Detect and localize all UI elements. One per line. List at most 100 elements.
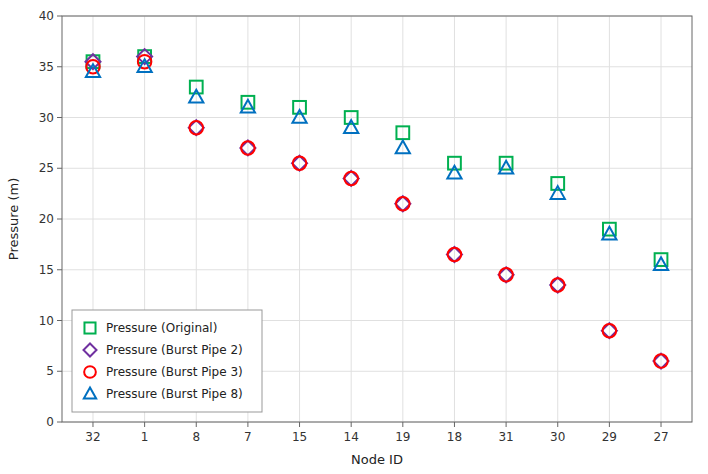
y-tick-label: 35 bbox=[39, 60, 54, 74]
y-tick-label: 10 bbox=[39, 314, 54, 328]
point bbox=[241, 141, 255, 155]
y-tick-label: 5 bbox=[46, 364, 54, 378]
x-tick-label: 18 bbox=[447, 430, 462, 444]
x-tick-label: 29 bbox=[602, 430, 617, 444]
series bbox=[86, 59, 668, 270]
x-tick-label: 27 bbox=[653, 430, 668, 444]
point bbox=[602, 323, 617, 338]
point bbox=[241, 100, 255, 113]
legend-marker bbox=[84, 388, 96, 399]
x-tick bbox=[661, 422, 662, 427]
point bbox=[137, 59, 151, 72]
y-grid-line bbox=[62, 117, 692, 118]
series bbox=[85, 49, 668, 369]
x-grid-line bbox=[557, 16, 558, 422]
point bbox=[396, 126, 409, 139]
x-grid-line bbox=[506, 16, 507, 422]
point bbox=[190, 121, 204, 134]
legend-label: Pressure (Burst Pipe 2) bbox=[106, 343, 243, 357]
x-grid-line bbox=[351, 16, 352, 422]
point bbox=[551, 186, 565, 199]
x-tick bbox=[609, 422, 610, 427]
series bbox=[87, 50, 668, 266]
x-tick-label: 19 bbox=[395, 430, 410, 444]
legend-label: Pressure (Burst Pipe 3) bbox=[106, 365, 243, 379]
legend-label: Pressure (Original) bbox=[106, 321, 217, 335]
point bbox=[344, 171, 359, 186]
point bbox=[654, 257, 668, 270]
y-tick bbox=[57, 117, 62, 118]
x-tick-label: 15 bbox=[292, 430, 307, 444]
point bbox=[603, 324, 617, 338]
x-axis-label: Node ID bbox=[351, 452, 403, 467]
y-axis: 0 5 10 15 20 25 30 35 40 bbox=[39, 9, 62, 429]
point bbox=[654, 354, 668, 368]
series bbox=[86, 55, 668, 368]
y-grid-line bbox=[62, 269, 692, 270]
y-tick bbox=[57, 219, 62, 220]
x-grid-line bbox=[609, 16, 610, 422]
point bbox=[395, 196, 410, 211]
legend-marker bbox=[84, 366, 96, 378]
point bbox=[293, 156, 307, 170]
y-tick-label: 30 bbox=[39, 111, 54, 125]
legend-label: Pressure (Burst Pipe 8) bbox=[106, 387, 243, 401]
plot-frame bbox=[62, 16, 692, 422]
y-grid-line bbox=[62, 66, 692, 67]
y-tick bbox=[57, 16, 62, 17]
x-tick-label: 14 bbox=[344, 430, 359, 444]
x-grid-line bbox=[661, 16, 662, 422]
y-tick bbox=[57, 422, 62, 423]
x-grid-line bbox=[402, 16, 403, 422]
y-tick bbox=[57, 66, 62, 67]
x-tick-label: 1 bbox=[141, 430, 149, 444]
point bbox=[551, 278, 565, 292]
point bbox=[189, 120, 204, 135]
point bbox=[86, 64, 100, 77]
point bbox=[396, 197, 410, 211]
y-tick-label: 25 bbox=[39, 161, 54, 175]
x-tick bbox=[144, 422, 145, 427]
y-grid-line bbox=[62, 168, 692, 169]
y-tick bbox=[57, 320, 62, 321]
x-axis: 321871514191831302927 bbox=[85, 422, 668, 444]
x-tick bbox=[92, 422, 93, 427]
x-tick-label: 7 bbox=[244, 430, 252, 444]
point bbox=[344, 172, 358, 186]
grid bbox=[62, 16, 692, 422]
legend-box bbox=[72, 310, 262, 412]
point bbox=[499, 161, 513, 174]
x-grid-line bbox=[299, 16, 300, 422]
y-axis-label: Pressure (m) bbox=[6, 178, 21, 260]
y-tick bbox=[57, 269, 62, 270]
y-tick-label: 15 bbox=[39, 263, 54, 277]
point bbox=[550, 277, 565, 292]
x-tick bbox=[454, 422, 455, 427]
point bbox=[499, 267, 514, 282]
x-tick-label: 32 bbox=[85, 430, 100, 444]
y-grid-line bbox=[62, 219, 692, 220]
point bbox=[292, 110, 306, 123]
x-tick bbox=[247, 422, 248, 427]
x-tick bbox=[506, 422, 507, 427]
x-tick bbox=[557, 422, 558, 427]
x-tick-label: 8 bbox=[192, 430, 200, 444]
point bbox=[654, 354, 669, 369]
x-grid-line bbox=[454, 16, 455, 422]
x-tick-label: 30 bbox=[550, 430, 565, 444]
point bbox=[448, 248, 462, 262]
y-tick-label: 20 bbox=[39, 212, 54, 226]
point bbox=[447, 166, 461, 179]
y-tick-label: 40 bbox=[39, 9, 54, 23]
y-tick-label: 0 bbox=[46, 415, 54, 429]
point bbox=[602, 227, 616, 240]
y-tick bbox=[57, 371, 62, 372]
point bbox=[396, 140, 410, 153]
legend-marker bbox=[84, 322, 95, 333]
x-tick bbox=[196, 422, 197, 427]
x-tick bbox=[351, 422, 352, 427]
legend-marker bbox=[84, 344, 97, 357]
point bbox=[189, 90, 203, 103]
x-tick-label: 31 bbox=[498, 430, 513, 444]
x-tick bbox=[402, 422, 403, 427]
